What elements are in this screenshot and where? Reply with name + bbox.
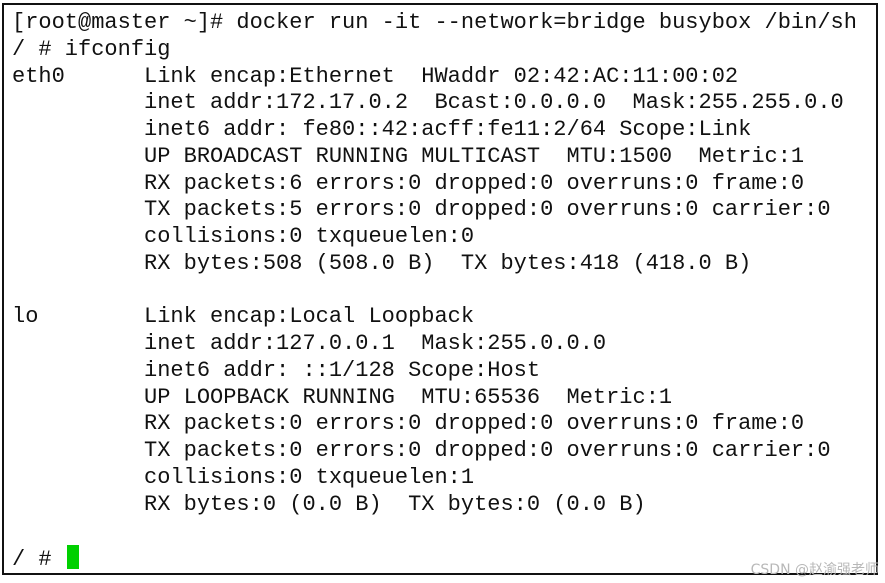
terminal-line: collisions:0 txqueuelen:0 [12, 224, 475, 249]
terminal-line: RX packets:0 errors:0 dropped:0 overruns… [12, 411, 805, 437]
terminal-line: collisions:0 txqueuelen:1 [12, 464, 475, 490]
terminal-line: inet6 addr: fe80::42:acff:fe11:2/64 Scop… [12, 117, 752, 142]
terminal-line: / # ifconfig [12, 36, 171, 62]
terminal-line: UP BROADCAST RUNNING MULTICAST MTU:1500 … [12, 143, 805, 169]
terminal-line: inet addr:172.17.0.2 Bcast:0.0.0.0 Mask:… [12, 90, 844, 116]
terminal-line: RX packets:6 errors:0 dropped:0 overruns… [12, 170, 805, 196]
terminal-line: lo Link encap:Local Loopback [12, 304, 475, 330]
terminal-line [12, 518, 857, 545]
terminal-line: UP LOOPBACK RUNNING MTU:65536 Metric:1 [12, 384, 673, 410]
watermark: CSDN @赵渝强老师 [750, 562, 879, 578]
terminal-line: RX bytes:508 (508.0 B) TX bytes:418 (418… [12, 250, 752, 276]
terminal-output: [root@master ~]# docker run -it --networ… [12, 10, 857, 572]
terminal-line: RX bytes:0 (0.0 B) TX bytes:0 (0.0 B) [12, 491, 646, 517]
terminal-line: [root@master ~]# docker run -it --networ… [12, 10, 857, 35]
terminal-line: TX packets:5 errors:0 dropped:0 overruns… [12, 197, 831, 223]
terminal-line: TX packets:0 errors:0 dropped:0 overruns… [12, 438, 831, 463]
terminal-window[interactable]: [root@master ~]# docker run -it --networ… [2, 3, 878, 575]
terminal-line: inet addr:127.0.0.1 Mask:255.0.0.0 [12, 331, 607, 356]
terminal-line [12, 278, 857, 305]
prompt: / # [12, 547, 65, 572]
prompt-line[interactable]: / # [12, 545, 857, 572]
terminal-line: inet6 addr: ::1/128 Scope:Host [12, 357, 541, 383]
cursor [66, 545, 79, 569]
terminal-line: eth0 Link encap:Ethernet HWaddr 02:42:AC… [12, 63, 739, 89]
